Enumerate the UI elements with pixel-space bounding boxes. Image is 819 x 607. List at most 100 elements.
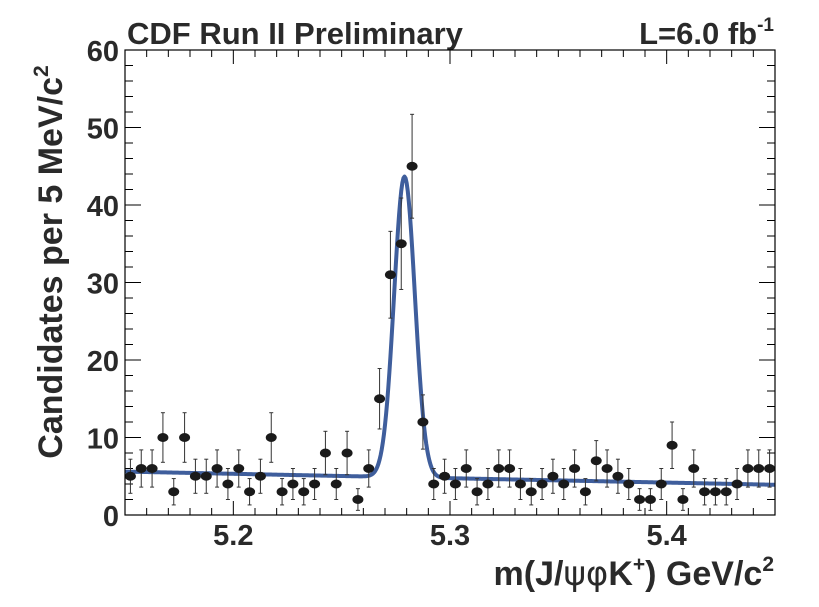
data-marker — [146, 464, 158, 473]
data-marker — [265, 433, 277, 442]
data-marker — [731, 479, 743, 489]
plot-frame — [124, 49, 776, 516]
luminosity-prefix: L=6.0 fb — [639, 16, 757, 51]
data-point — [688, 449, 700, 488]
data-point — [666, 421, 678, 469]
data-point — [709, 478, 721, 506]
data-marker — [189, 471, 201, 481]
data-marker — [634, 495, 646, 504]
data-marker — [764, 464, 776, 473]
data-marker — [330, 479, 342, 489]
data-point — [547, 458, 559, 494]
data-marker — [211, 464, 223, 473]
data-point — [634, 488, 646, 511]
data-point — [146, 449, 158, 488]
data-marker — [384, 270, 396, 280]
y-tick-label: 50 — [87, 114, 119, 146]
data-point — [254, 458, 266, 494]
axis-ticks: 0 10 20 30 40 50 60 5.2 5.3 5.4 — [87, 36, 776, 552]
data-point — [439, 458, 451, 494]
data-point — [742, 449, 754, 488]
data-marker — [525, 487, 537, 497]
data-marker — [590, 456, 602, 466]
data-point — [298, 478, 310, 506]
data-marker — [439, 471, 451, 481]
data-marker — [482, 479, 494, 489]
data-point — [504, 449, 516, 488]
data-marker — [124, 471, 136, 481]
data-point — [287, 468, 299, 500]
x-axis-label-exponent: 2 — [762, 553, 774, 576]
data-point — [265, 412, 277, 463]
data-marker — [558, 479, 570, 489]
data-marker — [699, 487, 711, 497]
data-point — [471, 478, 483, 506]
chart-title: CDF Run II Preliminary — [127, 16, 464, 51]
luminosity-exponent: -1 — [757, 15, 774, 36]
data-marker — [157, 433, 169, 442]
data-marker — [341, 448, 353, 458]
data-marker — [612, 471, 624, 481]
data-point — [374, 368, 386, 430]
data-point — [428, 468, 440, 500]
data-point — [189, 458, 201, 494]
data-marker — [677, 495, 689, 504]
y-tick-label: 10 — [87, 424, 119, 456]
data-marker — [666, 440, 678, 450]
data-marker — [742, 464, 754, 473]
data-marker — [709, 487, 721, 497]
data-marker — [569, 464, 581, 473]
data-marker — [168, 487, 180, 497]
y-tick-label: 60 — [87, 36, 119, 68]
data-point — [179, 412, 191, 463]
data-point — [341, 430, 353, 476]
x-axis-label-phi: φ — [586, 554, 608, 594]
data-marker — [406, 161, 418, 171]
x-axis-label-particle: K — [608, 555, 633, 593]
data-marker — [222, 479, 234, 489]
fit-curve — [124, 174, 776, 487]
data-marker — [449, 479, 461, 489]
x-axis-label-suffix: ) GeV/c — [645, 555, 762, 593]
data-point — [482, 468, 494, 500]
data-marker — [536, 479, 548, 489]
data-point — [590, 440, 602, 482]
data-marker — [753, 464, 765, 473]
data-point — [406, 113, 418, 219]
data-point — [124, 458, 136, 494]
data-marker — [460, 464, 472, 473]
data-point — [644, 488, 656, 511]
data-point — [753, 449, 765, 488]
data-points — [124, 113, 776, 511]
data-marker — [471, 487, 483, 497]
data-marker — [395, 239, 407, 249]
data-marker — [504, 464, 516, 473]
data-marker — [644, 495, 656, 504]
data-marker — [244, 487, 256, 497]
data-point — [157, 412, 169, 463]
data-point — [395, 197, 407, 290]
data-point — [525, 478, 537, 506]
data-marker — [276, 487, 288, 497]
x-axis-label-charge: + — [633, 553, 645, 576]
data-marker — [298, 487, 310, 497]
data-point — [579, 478, 591, 506]
data-point — [233, 449, 245, 488]
data-point — [384, 230, 396, 319]
data-marker — [287, 479, 299, 489]
data-point — [319, 430, 331, 476]
data-point — [200, 458, 212, 494]
fit-layer — [124, 174, 776, 487]
data-marker — [601, 464, 613, 473]
data-point — [352, 488, 364, 511]
data-point — [211, 449, 223, 488]
data-point — [363, 449, 375, 488]
data-marker — [493, 464, 505, 473]
luminosity-label: L=6.0 fb-1 — [639, 15, 774, 51]
data-marker — [200, 471, 212, 481]
y-tick-label: 30 — [87, 269, 119, 301]
data-point — [569, 449, 581, 488]
data-point — [623, 468, 635, 500]
data-point — [720, 478, 732, 506]
